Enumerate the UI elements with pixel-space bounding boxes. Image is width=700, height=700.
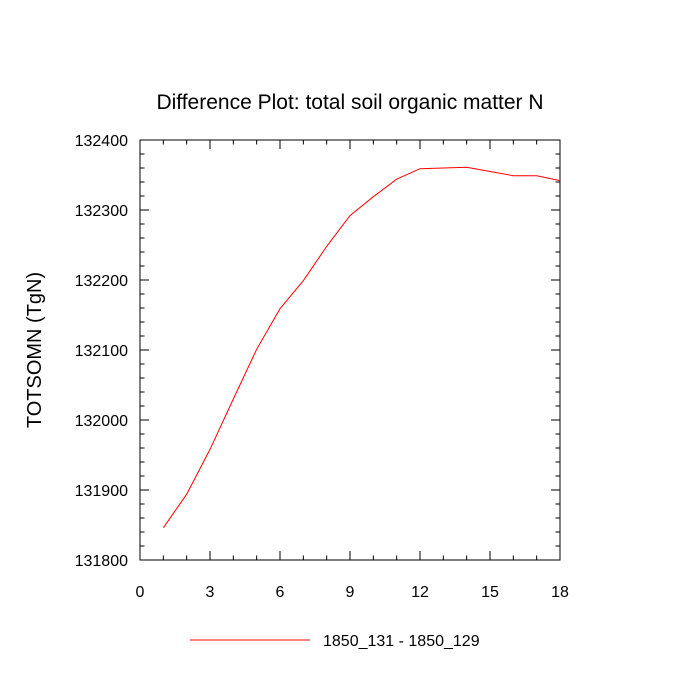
axes: 0 3 6 9 12 15 18 131800 131900 132000 132100 132200… (75, 133, 569, 601)
y-tick-label: 131800 (75, 553, 128, 570)
y-axis-label: TOTSOMN (TgN) (24, 272, 46, 428)
x-tick-label: 12 (411, 584, 429, 601)
legend: 1850_131 - 1850_129 (190, 633, 480, 650)
x-tick-label: 9 (346, 584, 355, 601)
x-tick-label: 6 (276, 584, 285, 601)
legend-label: 1850_131 - 1850_129 (323, 633, 480, 650)
y-tick-label: 131900 (75, 483, 128, 500)
y-tick-label: 132400 (75, 133, 128, 150)
y-tick-label: 132200 (75, 273, 128, 290)
series-line (162, 166, 561, 529)
y-tick-label: 132300 (75, 203, 128, 220)
y-tick-label: 132100 (75, 343, 128, 360)
chart-title: Difference Plot: total soil organic matt… (156, 91, 543, 114)
y-tick-label: 132000 (75, 413, 128, 430)
series-layer (162, 166, 561, 529)
plot-frame (139, 139, 561, 561)
x-tick-label: 3 (206, 584, 215, 601)
x-tick-label: 0 (136, 584, 145, 601)
x-tick-label: 15 (481, 584, 499, 601)
x-tick-label: 18 (551, 584, 569, 601)
